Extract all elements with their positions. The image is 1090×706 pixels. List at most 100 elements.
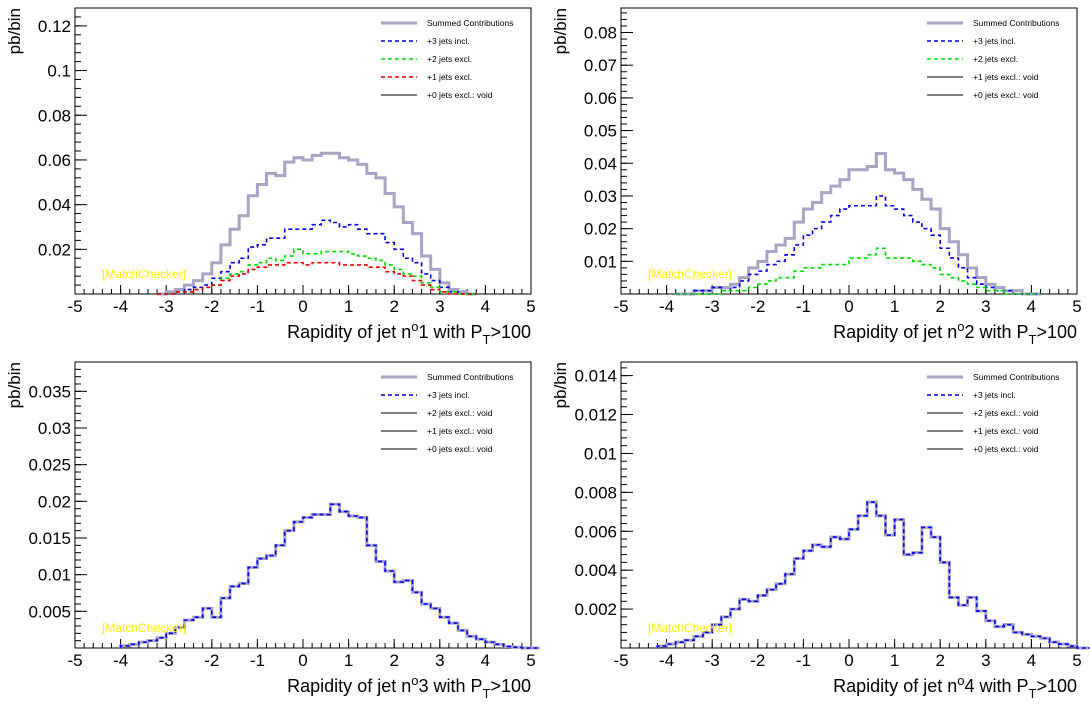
x-tick-label: -3 [159,651,174,670]
legend-label: +3 jets incl. [973,36,1016,46]
x-tick-label: -2 [750,651,765,670]
legend-label: +0 jets excl.: void [427,90,493,100]
x-tick-label: 3 [435,651,444,670]
x-tick-label: 4 [481,297,490,316]
series-summed-contributions [675,151,1041,296]
x-tick-label: 5 [526,297,535,316]
y-tick-label: 0.014 [574,367,617,386]
x-tick-label: 1 [344,297,353,316]
series-1 [675,195,1041,295]
x-axis-label-part: Rapidity of jet n [833,676,957,696]
plot-frame [620,361,1078,649]
x-tick-label: -4 [113,651,128,670]
x-axis-label-part: 1 with P [418,322,482,342]
y-tick-label: 0.01 [584,252,617,271]
x-axis-label-part: Rapidity of jet n [287,322,411,342]
y-tick-label: 0.04 [584,154,617,173]
x-tick-label: -1 [250,651,265,670]
x-tick-label: 0 [298,297,307,316]
legend-label: +0 jets excl.: void [973,444,1039,454]
x-tick-label: 4 [1027,297,1036,316]
y-axis-label: pb/bin [551,8,570,54]
x-axis-label-part: >100 [490,322,531,342]
y-tick-label: 0.04 [38,196,71,215]
x-axis-label-part: o [957,319,964,334]
legend-label: +2 jets excl. [427,54,472,64]
x-axis-label: Rapidity of jet no2 with PT>100 [833,319,1077,347]
x-axis-label-part: 2 with P [964,322,1028,342]
y-axis-label: pb/bin [5,8,24,54]
series-3 [157,261,477,295]
x-axis-label-part: Rapidity of jet n [287,676,411,696]
x-tick-label: -2 [204,651,219,670]
x-axis-label-part: o [957,673,964,688]
x-tick-label: -3 [705,297,720,316]
legend-label: +1 jets excl.: void [973,426,1039,436]
x-tick-label: -3 [159,297,174,316]
matchchecker-watermark: [MatchChecker] [102,267,186,281]
y-tick-label: 0.02 [584,220,617,239]
legend-label: +0 jets excl.: void [427,444,493,454]
y-tick-label: 0.005 [28,602,71,621]
x-axis-label: Rapidity of jet no4 with PT>100 [833,673,1077,701]
y-tick-label: 0.03 [584,187,617,206]
x-tick-label: 0 [298,651,307,670]
x-tick-label: -5 [67,651,82,670]
x-axis-label-part: T [1029,686,1037,701]
x-tick-label: 1 [344,651,353,670]
x-tick-label: 5 [1072,297,1081,316]
legend-label: Summed Contributions [427,372,513,382]
y-tick-label: 0.1 [47,62,71,81]
x-tick-label: 2 [935,651,944,670]
matchchecker-watermark: [MatchChecker] [102,621,186,635]
legend-label: Summed Contributions [973,18,1059,28]
legend-label: Summed Contributions [427,18,513,28]
legend-label: +2 jets excl.: void [973,408,1039,418]
legend-label: +1 jets excl.: void [427,426,493,436]
y-tick-label: 0.002 [574,600,617,619]
x-axis-label-part: T [483,332,491,347]
series-2 [675,247,1041,295]
legend-label: +3 jets incl. [427,36,470,46]
y-axis-label: pb/bin [5,362,24,408]
y-axis-label: pb/bin [551,362,570,408]
x-tick-label: 2 [389,297,398,316]
x-axis-label-part: o [411,319,418,334]
x-tick-label: 5 [1072,651,1081,670]
x-tick-label: -5 [613,651,628,670]
y-tick-label: 0.02 [38,492,71,511]
y-tick-label: 0.03 [38,419,71,438]
x-axis-label-part: >100 [490,676,531,696]
legend-label: +1 jets excl. [427,72,472,82]
x-axis-label-part: T [1029,332,1037,347]
y-tick-label: 0.02 [38,240,71,259]
x-tick-label: -2 [750,297,765,316]
x-tick-label: -5 [67,297,82,316]
y-tick-label: 0.025 [28,456,71,475]
x-tick-label: 4 [1027,651,1036,670]
x-axis-label-part: 3 with P [418,676,482,696]
y-tick-label: 0.006 [574,522,617,541]
y-tick-label: 0.05 [584,122,617,141]
x-tick-label: 2 [935,297,944,316]
x-axis-label-part: o [411,673,418,688]
x-tick-label: -4 [659,297,674,316]
y-tick-label: 0.06 [584,89,617,108]
x-tick-label: 3 [981,297,990,316]
legend-label: Summed Contributions [973,372,1059,382]
x-tick-label: 0 [844,297,853,316]
matchchecker-watermark: [MatchChecker] [648,267,732,281]
x-axis-label: Rapidity of jet no3 with PT>100 [287,673,531,701]
chart-panel-1: 0.02 0.04 0.06 0.08 0.1 0.12 -5 -4 -3 -2 -1 0 1 2 3 4 5 p… [5,7,536,347]
y-tick-label: 0.08 [38,106,71,125]
plot-frame [74,361,532,649]
x-axis-label-part: >100 [1036,676,1077,696]
y-tick-label: 0.035 [28,382,71,401]
x-tick-label: 3 [435,297,444,316]
x-tick-label: -1 [796,651,811,670]
x-tick-label: -4 [113,297,128,316]
x-tick-label: 1 [890,651,899,670]
chart-panel-3: 0.005 0.01 0.015 0.02 0.025 0.03 0.035 -5 -4 -3 -2… [5,361,541,701]
